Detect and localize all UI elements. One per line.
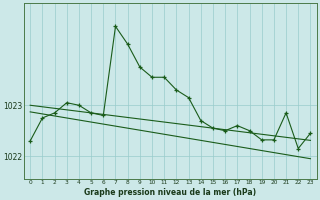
X-axis label: Graphe pression niveau de la mer (hPa): Graphe pression niveau de la mer (hPa) <box>84 188 256 197</box>
